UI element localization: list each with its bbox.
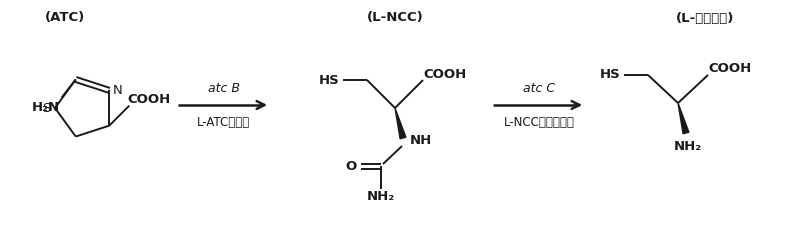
Text: COOH: COOH <box>708 62 752 75</box>
Text: (ATC): (ATC) <box>45 11 86 24</box>
Text: L-NCC酰胺水解酶: L-NCC酰胺水解酶 <box>503 116 574 129</box>
Text: (L-半胱氨酸): (L-半胱氨酸) <box>676 11 734 24</box>
Text: O: O <box>346 160 357 172</box>
Text: H₂N: H₂N <box>32 101 60 114</box>
Text: HS: HS <box>318 73 339 86</box>
Text: COOH: COOH <box>128 93 171 106</box>
Text: NH₂: NH₂ <box>674 140 702 153</box>
Text: (L-NCC): (L-NCC) <box>366 11 423 24</box>
Text: L-ATC水解酶: L-ATC水解酶 <box>198 116 250 129</box>
Text: S: S <box>42 102 50 114</box>
Text: atc C: atc C <box>523 82 555 95</box>
Polygon shape <box>395 108 406 139</box>
Text: NH₂: NH₂ <box>367 191 395 203</box>
Text: NH: NH <box>410 134 432 147</box>
Polygon shape <box>678 103 689 134</box>
Text: atc B: atc B <box>208 82 240 95</box>
Text: HS: HS <box>600 69 620 82</box>
Text: COOH: COOH <box>423 68 466 80</box>
Text: N: N <box>112 84 122 97</box>
